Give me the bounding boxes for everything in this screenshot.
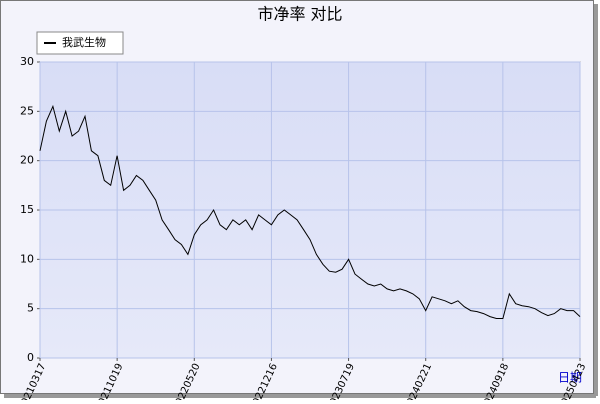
y-tick-label: 0 [27,351,34,364]
legend-box [36,31,124,55]
x-axis-label: 日期 [558,371,582,385]
legend-label: 我武生物 [62,35,106,49]
chart-title: 市净率 对比 [257,5,342,24]
y-tick-label: 20 [20,154,34,167]
line [39,104,581,319]
y-tick-label: 10 [20,252,34,265]
y-tick-label: 30 [20,55,34,68]
y-tick-label: 5 [27,302,34,315]
y-tick-label: 15 [20,203,34,216]
y-tick-label: 25 [20,104,34,117]
